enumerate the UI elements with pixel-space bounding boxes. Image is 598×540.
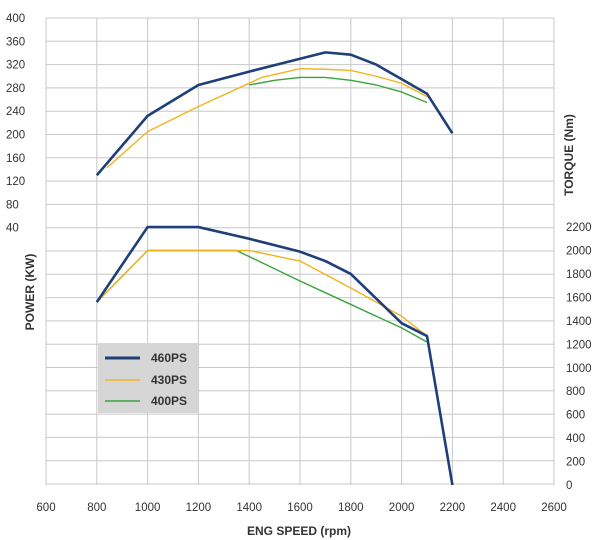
right-axis-title: TORQUE (Nm) [562, 114, 576, 196]
torque-line-460ps [95, 225, 454, 486]
power-tick-label: 80 [6, 199, 19, 211]
torque-tick-label: 400 [566, 433, 585, 445]
power-tick-label: 280 [6, 83, 25, 95]
torque-tick-label: 200 [566, 457, 585, 469]
torque-tick-label: 1000 [566, 363, 592, 375]
x-tick-label: 2000 [389, 502, 415, 514]
power-tick-label: 120 [6, 176, 25, 188]
x-tick-label: 2600 [541, 502, 567, 514]
power-tick-label: 360 [6, 36, 25, 48]
power-line-460ps [95, 51, 454, 177]
series-lines [95, 51, 454, 486]
torque-line-400ps [96, 249, 428, 343]
power-tick-label: 320 [6, 60, 25, 72]
grid [45, 17, 555, 485]
torque-tick-label: 0 [566, 480, 572, 492]
x-axis-title: ENG SPEED (rpm) [247, 524, 351, 538]
power-tick-label: 400 [6, 13, 25, 25]
torque-tick-label: 2000 [566, 246, 592, 258]
torque-tick-label: 1600 [566, 292, 592, 304]
torque-tick-label: 800 [566, 386, 585, 398]
x-tick-label: 800 [87, 502, 106, 514]
torque-tick-label: 1800 [566, 269, 592, 281]
x-tick-label: 600 [36, 502, 55, 514]
legend-label-460ps: 460PS [151, 351, 187, 365]
x-tick-label: 1800 [338, 502, 364, 514]
power-tick-label: 40 [6, 223, 19, 235]
power-line-400ps [249, 76, 428, 104]
power-tick-label: 240 [6, 106, 25, 118]
torque-line-430ps [96, 249, 428, 337]
legend-label-400ps: 400PS [151, 394, 187, 408]
left-axis-title: POWER (KW) [23, 254, 37, 331]
x-tick-label: 1000 [135, 502, 161, 514]
x-tick-label: 2400 [490, 502, 516, 514]
tick-labels: 600 800 1000 1200 1400 1600 1800 2000 2200 2400 26… [6, 13, 592, 514]
legend-label-430ps: 430PS [151, 373, 187, 387]
torque-tick-label: 1400 [566, 316, 592, 328]
x-tick-label: 2200 [440, 502, 466, 514]
x-tick-label: 1600 [287, 502, 313, 514]
power-tick-label: 160 [6, 153, 25, 165]
x-tick-label: 1200 [186, 502, 212, 514]
torque-tick-label: 1200 [566, 339, 592, 351]
legend: 460PS 430PS 400PS [98, 343, 198, 413]
x-tick-label: 1400 [236, 502, 262, 514]
torque-tick-label: 2200 [566, 222, 592, 234]
torque-tick-label: 600 [566, 410, 585, 422]
power-tick-label: 200 [6, 130, 25, 142]
power-line-430ps [106, 67, 428, 169]
